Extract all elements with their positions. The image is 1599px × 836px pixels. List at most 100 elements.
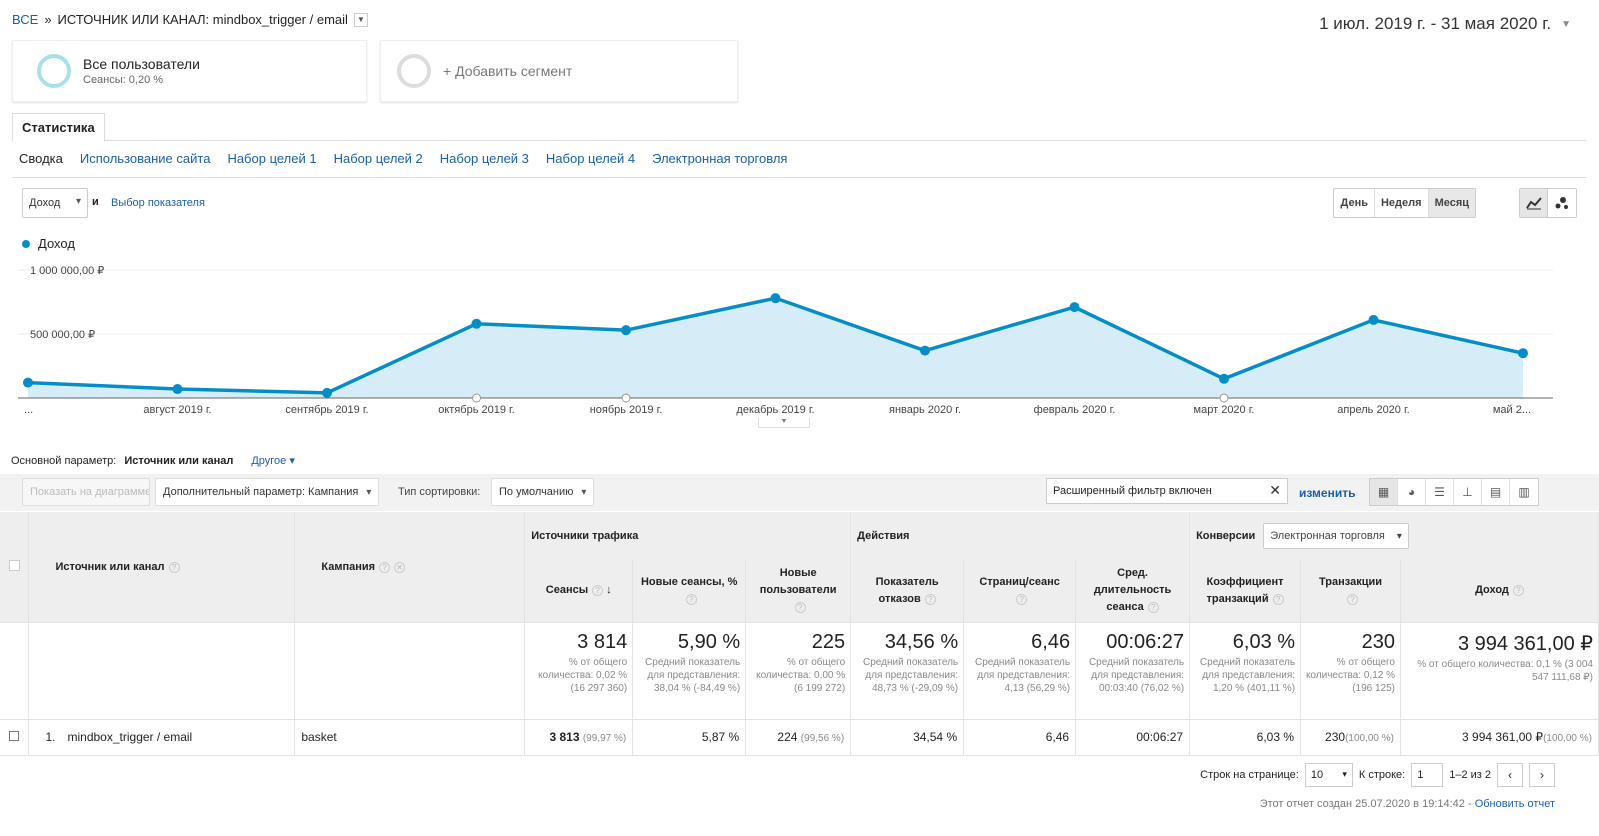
pie-view-icon[interactable]: ◕ xyxy=(1398,479,1426,505)
conversion-type-select[interactable]: Электронная торговля xyxy=(1263,523,1409,549)
header-campaign[interactable]: Кампания? ✕ xyxy=(294,512,526,622)
help-icon[interactable]: ? xyxy=(1272,593,1284,605)
select-all-checkbox[interactable] xyxy=(8,559,20,571)
header-new-sessions[interactable]: Новые сеансы, %? xyxy=(632,560,747,622)
help-icon[interactable]: ? xyxy=(685,593,697,605)
edit-filter-link[interactable]: изменить xyxy=(1299,486,1356,500)
secondary-dimension-select[interactable]: Дополнительный параметр: Кампания xyxy=(155,478,380,506)
row-campaign[interactable]: basket xyxy=(294,719,526,756)
pivot-view-icon[interactable]: ▥ xyxy=(1518,485,1530,499)
rows-per-page-select[interactable]: 10 ▾ xyxy=(1304,763,1353,787)
row-checkbox[interactable] xyxy=(9,731,20,741)
header-revenue[interactable]: Доход? xyxy=(1400,560,1599,622)
totals-empty xyxy=(0,621,30,720)
subtab-site-usage[interactable]: Использование сайта xyxy=(79,151,211,166)
data-point xyxy=(1069,302,1080,313)
help-icon[interactable]: ? xyxy=(592,585,604,597)
add-segment-button[interactable]: + Добавить сегмент xyxy=(380,40,738,102)
subtab-ecommerce[interactable]: Электронная торговля xyxy=(652,151,788,166)
help-icon[interactable]: ? xyxy=(1347,593,1359,605)
primary-dimension-value[interactable]: Источник или канал xyxy=(124,454,234,467)
term-cloud-view-icon[interactable]: ▤ xyxy=(1482,479,1510,505)
report-created-text: Этот отчет создан 25.07.2020 в 19:14:42 … xyxy=(1259,798,1475,810)
row-new-users: 224 (99,56 %) xyxy=(745,719,852,756)
legend-label: Доход xyxy=(38,236,75,251)
chart-collapse-handle[interactable]: ▼ xyxy=(758,418,810,428)
line-chart-icon[interactable] xyxy=(1520,189,1548,217)
chevron-right-icon[interactable]: › xyxy=(1529,763,1555,787)
add-segment-label: + Добавить сегмент xyxy=(443,63,573,79)
remove-dimension-icon[interactable]: ✕ xyxy=(394,561,406,573)
data-point xyxy=(23,377,33,388)
pick-metric-link[interactable]: Выбор показателя xyxy=(111,197,205,209)
tab-bar: Статистика xyxy=(12,113,1587,142)
header-transactions[interactable]: Транзакции? xyxy=(1300,560,1401,622)
refresh-report-link[interactable]: Обновить отчет xyxy=(1474,798,1555,810)
group-traffic-sources: Источники трафика xyxy=(524,512,852,560)
header-sessions[interactable]: Сеансы? ↓ xyxy=(524,560,634,622)
row-pages-per-session: 6,46 xyxy=(963,719,1077,756)
revenue-chart: 1 000 000,00 ₽ 500 000,00 ₽... август 2019… xyxy=(18,265,1553,416)
x-tick-label: декабрь 2019 г. xyxy=(736,404,814,416)
subtab-goal-set-3[interactable]: Набор целей 3 xyxy=(439,151,529,166)
subtab-goal-set-1[interactable]: Набор целей 1 xyxy=(227,151,317,166)
chevron-down-icon[interactable]: ▼ xyxy=(353,12,368,27)
row-transactions: 230(100,00 %) xyxy=(1300,719,1401,756)
row-source: 1. mindbox_trigger / email xyxy=(28,719,296,756)
totals-empty xyxy=(28,621,296,720)
x-tick-label: март 2020 г. xyxy=(1194,404,1255,416)
comparison-view-icon[interactable]: ⊥ xyxy=(1454,479,1482,505)
x-tick-label: ноябрь 2019 г. xyxy=(590,404,663,416)
totals-row: 3 814% от общего количества: 0,02 % (16 … xyxy=(0,621,1599,720)
header-pages-per-session[interactable]: Страниц/сеанс? xyxy=(963,560,1077,622)
chevron-down-icon: ▼ xyxy=(1561,18,1571,30)
motion-chart-icon[interactable] xyxy=(1548,189,1576,217)
breadcrumb-all-link[interactable]: ВСЕ xyxy=(12,12,39,27)
header-conversion-rate[interactable]: Коэффициент транзакций? xyxy=(1189,560,1302,622)
help-icon[interactable]: ? xyxy=(1512,585,1524,597)
sort-type-select[interactable]: По умолчанию xyxy=(491,478,595,506)
header-bounce-rate[interactable]: Показатель отказов? xyxy=(850,560,965,622)
goto-row-input[interactable]: 1 xyxy=(1411,763,1444,787)
other-dimension-link[interactable]: Другое ▾ xyxy=(251,455,295,467)
row-source-link[interactable]: mindbox_trigger / email xyxy=(67,730,193,744)
segment-ring-icon xyxy=(37,54,71,88)
help-icon[interactable]: ? xyxy=(794,602,806,614)
row-bounce-rate: 34,54 % xyxy=(850,719,965,756)
header-source[interactable]: Источник или канал? xyxy=(28,512,296,622)
subtab-goal-set-4[interactable]: Набор целей 4 xyxy=(545,151,636,166)
help-icon[interactable]: ? xyxy=(1016,593,1028,605)
subtab-summary[interactable]: Сводка xyxy=(19,151,63,166)
period-month-button[interactable]: Месяц xyxy=(1428,189,1475,217)
chart-type-toggle xyxy=(1519,188,1577,218)
x-tick-label: февраль 2020 г. xyxy=(1034,404,1116,416)
table-view-icon[interactable]: ▦ xyxy=(1370,479,1398,505)
help-icon[interactable]: ? xyxy=(168,561,180,573)
bar-view-icon[interactable]: ☰ xyxy=(1426,479,1454,505)
segment-title: Все пользователи xyxy=(83,56,200,72)
y-tick-label: 1 000 000,00 ₽ xyxy=(30,265,104,277)
help-icon[interactable]: ? xyxy=(1147,602,1159,614)
metric-and-label: и xyxy=(92,196,99,208)
segment-subtitle: Сеансы: 0,20 % xyxy=(83,74,164,86)
advanced-filter-field[interactable]: Расширенный фильтр включен ✕ xyxy=(1046,478,1288,504)
tab-statistics[interactable]: Статистика xyxy=(12,113,105,142)
subtab-goal-set-2[interactable]: Набор целей 2 xyxy=(333,151,423,166)
metric-select[interactable]: Доход xyxy=(22,188,88,218)
x-tick-label: май 2... xyxy=(1493,404,1531,416)
segment-all-users[interactable]: Все пользователи Сеансы: 0,20 % xyxy=(12,40,367,102)
period-day-button[interactable]: День xyxy=(1334,189,1375,217)
plot-rows-button[interactable]: Показать на диаграмме xyxy=(22,478,150,506)
totals-empty xyxy=(294,621,526,720)
close-icon[interactable]: ✕ xyxy=(1269,482,1281,498)
date-range-picker[interactable]: 1 июл. 2019 г. - 31 мая 2020 г. ▼ xyxy=(1319,14,1571,34)
help-icon[interactable]: ? xyxy=(924,593,936,605)
group-conversions: Конверсии Электронная торговля xyxy=(1189,512,1599,560)
x-tick-label: ... xyxy=(24,404,33,416)
chevron-left-icon[interactable]: ‹ xyxy=(1497,763,1523,787)
header-new-users[interactable]: Новые пользователи? xyxy=(745,560,852,622)
period-week-button[interactable]: Неделя xyxy=(1375,189,1429,217)
header-avg-duration[interactable]: Сред. длительность сеанса? xyxy=(1075,560,1191,622)
table-toolbar: Показать на диаграмме Дополнительный пар… xyxy=(0,474,1599,511)
help-icon[interactable]: ? xyxy=(379,561,391,573)
